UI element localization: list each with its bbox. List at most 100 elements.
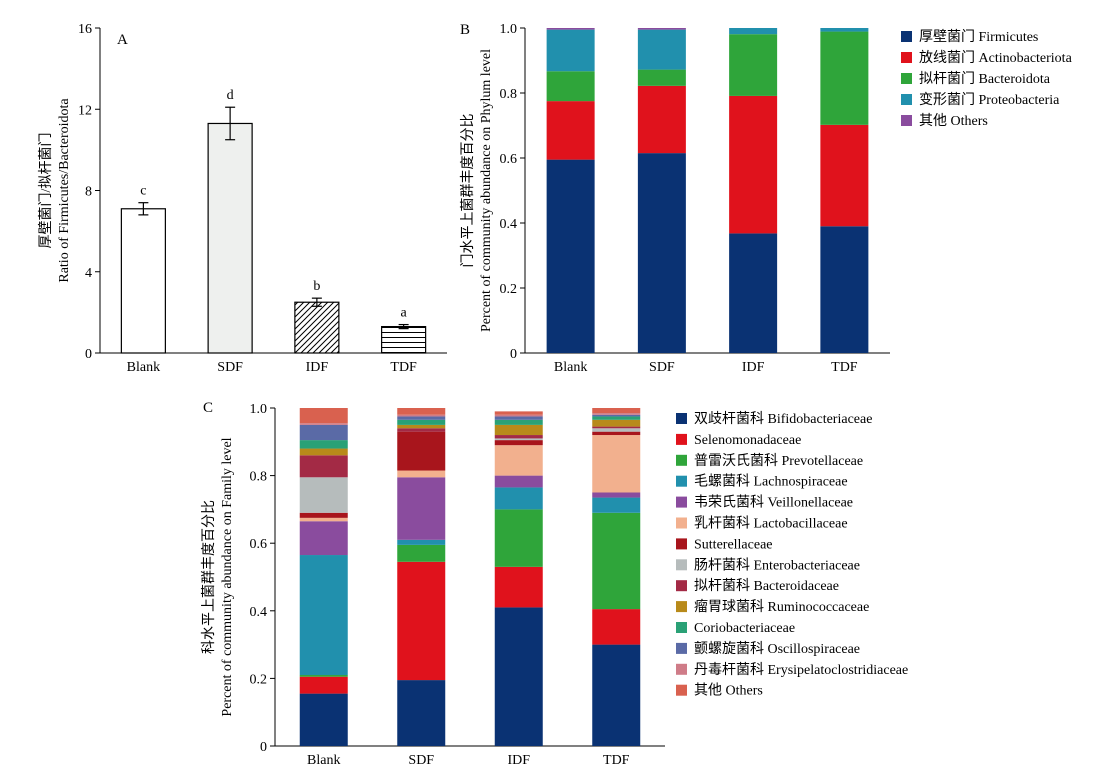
x-tick-label: TDF	[390, 360, 417, 375]
y-tick-label: 0.4	[500, 217, 518, 232]
legend-swatch	[676, 559, 687, 571]
legend-swatch	[901, 52, 912, 63]
x-tick-label: Blank	[307, 753, 340, 768]
y-tick-label: 0.6	[500, 152, 518, 167]
stacked-bar-segment	[397, 477, 446, 540]
stacked-bar-segment	[592, 512, 641, 610]
stacked-bar-segment	[299, 477, 348, 513]
stacked-bar-segment	[637, 69, 686, 86]
panel-a: A 0 4 8 12 16 厚壁菌门/拟杆菌门 Ratio of Firmicutes/Bac…	[38, 22, 447, 375]
y-tick-label: 0.8	[500, 87, 518, 102]
legend-label: 普雷沃氏菌科 Prevotellaceae	[694, 453, 863, 469]
legend-swatch	[676, 454, 687, 466]
panel-letter: A	[117, 32, 128, 48]
legend-label: 放线菌门 Actinobacteriota	[919, 50, 1073, 66]
stacked-bar-segment	[494, 607, 543, 746]
legend-label: 瘤胃球菌科 Ruminococcaceae	[694, 598, 869, 615]
stacked-bar-segment	[546, 101, 595, 160]
stacked-bar-segment	[397, 561, 446, 681]
stacked-bar-segment	[397, 416, 446, 420]
significance-letter: a	[401, 306, 408, 321]
legend-swatch	[676, 580, 687, 592]
significance-letter: c	[140, 184, 146, 199]
panel-c: C 0 0.2 0.4 0.6 0.8 1.0 科水平上菌群丰度百分比 Percent of c…	[201, 400, 908, 768]
stacked-bar-segment	[592, 497, 641, 513]
y-axis-title-en: Percent of community abundance on Family…	[220, 437, 235, 716]
significance-letter: d	[227, 88, 234, 103]
stacked-bar-segment	[299, 555, 348, 676]
y-axis-title-en: Ratio of Firmicutes/Bacteroidota	[57, 98, 72, 283]
stacked-bar-segment	[592, 435, 641, 493]
stacked-bar-segment	[494, 414, 543, 417]
stacked-bar-segment	[397, 539, 446, 545]
stacked-bar-segment	[299, 448, 348, 456]
stacked-bar-segment	[397, 680, 446, 746]
y-axis-title-zh: 科水平上菌群丰度百分比	[201, 500, 217, 654]
legend-label: 其他 Others	[919, 113, 988, 129]
stacked-bar-segment	[820, 124, 869, 227]
x-tick-label: IDF	[507, 753, 530, 768]
legend-label: 乳杆菌科 Lactobacillaceae	[694, 516, 848, 532]
stacked-bar-segment	[397, 414, 446, 417]
legend-swatch	[676, 475, 687, 487]
legend-swatch	[676, 642, 687, 654]
x-tick-label: SDF	[649, 360, 675, 375]
legend-label: 拟杆菌门 Bacteroidota	[919, 71, 1051, 87]
stacked-bar-segment	[299, 424, 348, 441]
legend-label: 颤螺旋菌科 Oscillospiraceae	[694, 641, 860, 657]
stacked-bar-segment	[299, 675, 348, 677]
stacked-bar-segment	[820, 28, 869, 32]
legend-swatch	[676, 663, 687, 675]
legend-swatch	[901, 115, 912, 126]
legend-label: 丹毒杆菌科 Erysipelatoclostridiaceae	[694, 662, 908, 678]
y-tick-label: 12	[78, 103, 92, 118]
stacked-bar-segment	[299, 521, 348, 556]
stacked-bar-segment	[729, 95, 778, 234]
stacked-bar-segment	[820, 226, 869, 353]
legend-label: 肠杆菌科 Enterobacteriaceae	[694, 557, 860, 573]
y-tick-label: 0.2	[500, 282, 518, 297]
x-tick-label: TDF	[831, 360, 858, 375]
stacked-bar-segment	[299, 423, 348, 425]
y-tick-label: 0	[85, 347, 92, 362]
x-tick-label: Blank	[554, 360, 587, 375]
y-tick-label: 16	[78, 22, 92, 37]
legend-swatch	[676, 684, 687, 696]
stacked-bar-segment	[546, 28, 595, 30]
legend-swatch	[901, 73, 912, 84]
bar	[120, 208, 166, 354]
bar	[207, 122, 253, 354]
legend-label: 双歧杆菌科 Bifidobacteriaceae	[694, 411, 872, 427]
y-axis-title-zh: 厚壁菌门/拟杆菌门	[38, 133, 54, 249]
legend-label: 其他 Others	[694, 683, 763, 699]
legend-label: 韦荣氏菌科 Veillonellaceae	[694, 495, 853, 511]
stacked-bar-segment	[546, 71, 595, 102]
stacked-bar-segment	[494, 440, 543, 446]
stacked-bar-segment	[494, 416, 543, 420]
stacked-bar-segment	[546, 29, 595, 72]
stacked-bar-segment	[299, 517, 348, 522]
y-axis-title-en: Percent of community abundance on Phylum…	[479, 49, 494, 332]
stacked-bar-segment	[592, 609, 641, 645]
stacked-bar-segment	[299, 440, 348, 449]
stacked-bar-segment	[397, 470, 446, 478]
legend-swatch	[676, 517, 687, 529]
bar	[294, 301, 340, 354]
stacked-bar-segment	[299, 408, 348, 424]
stacked-bar-segment	[820, 31, 869, 125]
legend-label: Sutterellaceae	[694, 537, 773, 552]
stacked-bar-segment	[299, 512, 348, 518]
legend-swatch	[901, 31, 912, 42]
legend-swatch	[901, 94, 912, 105]
legend-swatch	[676, 433, 687, 445]
legend-label: 拟杆菌科 Bacteroidaceae	[694, 578, 839, 594]
bar	[381, 325, 427, 354]
stacked-bar-segment	[592, 644, 641, 746]
stacked-bar-segment	[299, 455, 348, 478]
panel-b: B 0 0.2 0.4 0.6 0.8 1.0 门水平上菌群丰度百分比 Percent of c…	[460, 22, 1073, 375]
stacked-bar-segment	[637, 85, 686, 154]
y-tick-label: 0.2	[250, 672, 268, 687]
legend-swatch	[676, 601, 687, 613]
stacked-bar-segment	[729, 34, 778, 96]
